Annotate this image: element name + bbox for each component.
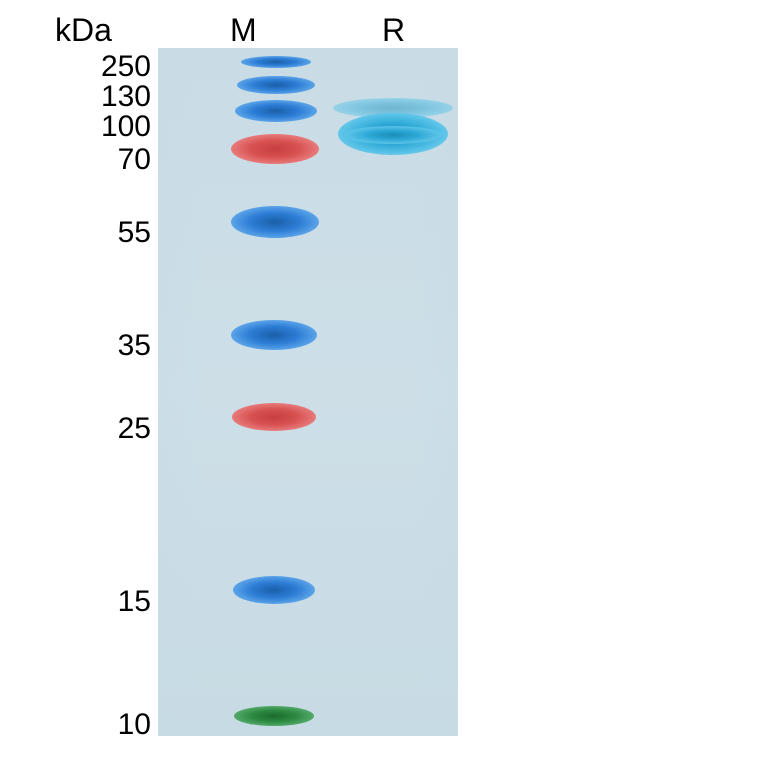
marker-band-250 — [241, 56, 311, 68]
sample-band-core — [343, 126, 443, 144]
mw-label-25: 25 — [118, 412, 151, 446]
mw-label-55: 55 — [118, 216, 151, 250]
mw-label-250: 250 — [101, 50, 151, 84]
mw-label-35: 35 — [118, 329, 151, 363]
marker-band-130 — [237, 76, 315, 94]
mw-label-70: 70 — [118, 143, 151, 177]
sample-lane — [338, 48, 448, 736]
marker-band-25 — [232, 403, 316, 431]
kda-column-header: kDa — [55, 12, 112, 49]
gel-image-container: kDa M R 250 130 100 70 55 35 25 15 10 — [0, 0, 764, 764]
gel-area — [158, 48, 458, 736]
marker-band-55 — [231, 206, 319, 238]
mw-label-130: 130 — [101, 80, 151, 114]
marker-lane — [193, 48, 293, 736]
mw-label-100: 100 — [101, 110, 151, 144]
marker-lane-header: M — [230, 12, 257, 49]
marker-band-10 — [234, 706, 314, 726]
mw-label-15: 15 — [118, 585, 151, 619]
marker-band-35 — [231, 320, 317, 350]
marker-band-70 — [231, 134, 319, 164]
sample-lane-header: R — [382, 12, 405, 49]
marker-band-15 — [233, 576, 315, 604]
marker-band-100 — [235, 100, 317, 122]
mw-label-10: 10 — [118, 708, 151, 742]
